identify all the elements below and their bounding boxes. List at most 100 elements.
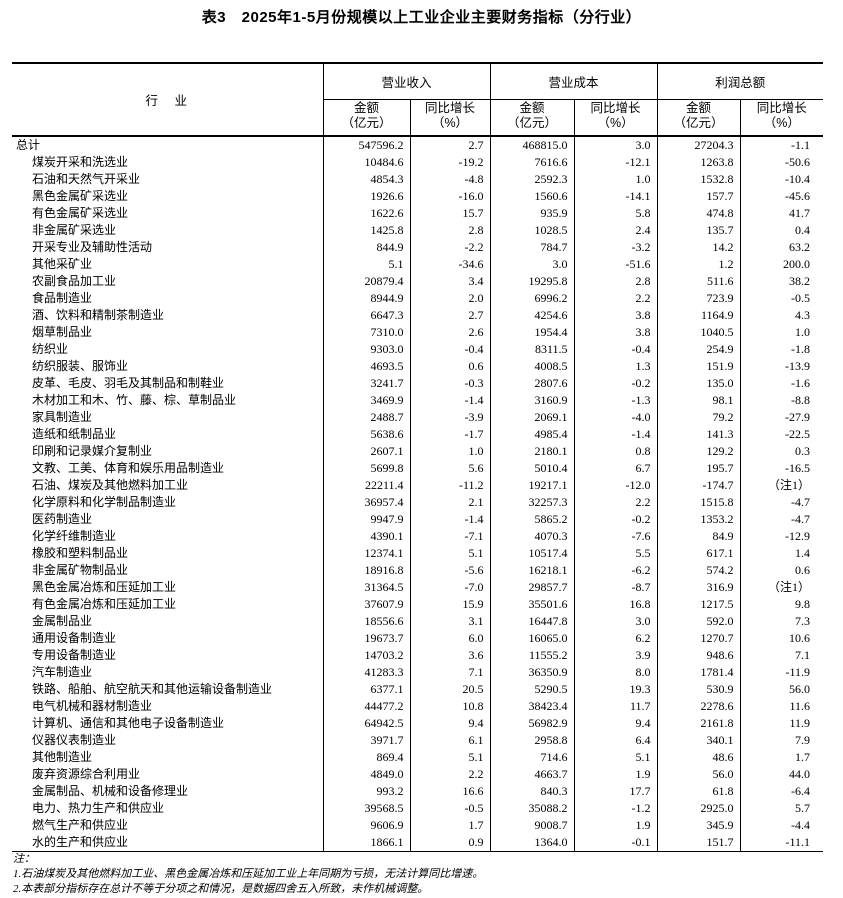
value-cell: 1217.5 [656,596,741,613]
value-cell: 44.0 [739,766,824,783]
value-cell: 530.9 [656,681,741,698]
industry-name: 废弃资源综合利用业 [32,767,141,781]
value-cell: -4.8 [409,171,491,188]
value-cell: 6647.3 [322,307,410,324]
group-header-revenue: 营业收入 [322,63,491,100]
value-cell: 11.7 [573,698,658,715]
table-row: 专用设备制造业 14703.2 3.6 11555.2 3.9 948.6 7.1 [12,647,824,664]
value-cell: 16218.1 [489,562,575,579]
value-cell: -1.2 [573,800,658,817]
table-row: 仪器仪表制造业 3971.7 6.1 2958.8 6.4 340.1 7.9 [12,732,824,749]
value-cell: 1028.5 [489,222,575,239]
value-cell: -11.2 [409,477,491,494]
value-cell: 0.6 [409,358,491,375]
sub-header-growth-unit: （%） [431,116,469,131]
value-cell: 2161.8 [656,715,741,732]
value-cell: 11555.2 [489,647,575,664]
table-row: 石油和天然气开采业 4854.3 -4.8 2592.3 1.0 1532.8 -10.4 [12,171,824,188]
value-cell: -1.1 [739,136,824,154]
value-cell: 2.7 [409,307,491,324]
value-cell: 714.6 [489,749,575,766]
table-row: 通用设备制造业 19673.7 6.0 16065.0 6.2 1270.7 10.6 [12,630,824,647]
value-cell: -4.7 [739,511,824,528]
value-cell: 141.3 [656,426,741,443]
value-cell: 19673.7 [322,630,410,647]
value-cell: 1.2 [656,256,741,273]
value-cell: -50.6 [739,154,824,171]
industry-name: 电力、热力生产和供应业 [32,801,165,815]
value-cell: 2.8 [409,222,491,239]
industry-name: 橡胶和塑料制品业 [32,546,129,560]
industry-name: 烟草制品业 [32,325,93,339]
value-cell: -4.0 [573,409,658,426]
value-cell: 784.7 [489,239,575,256]
sub-header-amount-unit: （亿元） [673,116,724,131]
industry-name: 化学原料和化学制品制造业 [32,495,177,509]
value-cell: 7.3 [739,613,824,630]
value-cell: 1954.4 [489,324,575,341]
value-cell: 41.7 [739,205,824,222]
value-cell: 16065.0 [489,630,575,647]
value-cell: 2.8 [573,273,658,290]
sub-header-growth: 同比增长 （%） [739,99,824,137]
value-cell: 4.3 [739,307,824,324]
value-cell: 6.1 [409,732,491,749]
table-row: 农副食品加工业 20879.4 3.4 19295.8 2.8 511.6 38.2 [12,273,824,290]
value-cell: 4008.5 [489,358,575,375]
table-row: 金属制品业 18556.6 3.1 16447.8 3.0 592.0 7.3 [12,613,824,630]
value-cell: 61.8 [656,783,741,800]
value-cell: -174.7 [656,477,741,494]
industry-name: 医药制造业 [32,512,93,526]
value-cell: 151.9 [656,358,741,375]
value-cell: 2488.7 [322,409,410,426]
value-cell: 2.0 [409,290,491,307]
value-cell: 1.0 [739,324,824,341]
value-cell: 7.1 [409,664,491,681]
value-cell: 35501.6 [489,596,575,613]
value-cell: 195.7 [656,460,741,477]
value-cell: 1.4 [739,545,824,562]
value-cell: 5.5 [573,545,658,562]
value-cell: 19217.1 [489,477,575,494]
value-cell: 11.6 [739,698,824,715]
value-cell: -0.1 [573,834,658,852]
industry-column-header: 行 业 [12,63,323,137]
table-row: 水的生产和供应业 1866.1 0.9 1364.0 -0.1 151.7 -11.1 [12,834,824,852]
value-cell: -0.3 [409,375,491,392]
industry-name: 非金属矿采选业 [32,223,117,237]
value-cell: 20.5 [409,681,491,698]
value-cell: -3.2 [573,239,658,256]
value-cell: -6.2 [573,562,658,579]
value-cell: -3.9 [409,409,491,426]
value-cell: -1.8 [739,341,824,358]
value-cell: 3469.9 [322,392,410,409]
value-cell: 63.2 [739,239,824,256]
value-cell: -7.1 [409,528,491,545]
value-cell: -45.6 [739,188,824,205]
table-row: 黑色金属冶炼和压延加工业 31364.5 -7.0 29857.7 -8.7 316.9 （… [12,579,824,596]
value-cell: 340.1 [656,732,741,749]
value-cell: 3971.7 [322,732,410,749]
value-cell: 5.8 [573,205,658,222]
value-cell: 4070.3 [489,528,575,545]
value-cell: -1.4 [409,392,491,409]
table-row: 化学原料和化学制品制造业 36957.4 2.1 32257.3 2.2 1515.8 -4… [12,494,824,511]
table-row: 造纸和纸制品业 5638.6 -1.7 4985.4 -1.4 141.3 -22.5 [12,426,824,443]
table-row: 电气机械和器材制造业 44477.2 10.8 38423.4 11.7 2278.6 11… [12,698,824,715]
table-row: 有色金属矿采选业 1622.6 15.7 935.9 5.8 474.8 41.7 [12,205,824,222]
table-row: 开采专业及辅助性活动 844.9 -2.2 784.7 -3.2 14.2 63.2 [12,239,824,256]
value-cell: -1.4 [573,426,658,443]
value-cell: 6.0 [409,630,491,647]
value-cell: 935.9 [489,205,575,222]
industry-name: 燃气生产和供应业 [32,818,129,832]
value-cell: 32257.3 [489,494,575,511]
value-cell: 723.9 [656,290,741,307]
value-cell: 9.4 [573,715,658,732]
table-body: 总计 547596.2 2.7 468815.0 3.0 27204.3 -1.1 煤炭开采和… [12,136,824,852]
value-cell: 5699.8 [322,460,410,477]
value-cell: 18916.8 [322,562,410,579]
sub-header-amount-label: 金额 [519,101,545,116]
value-cell: 37607.9 [322,596,410,613]
footnote-item: 2.本表部分指标存在总计不等于分项之和情况，是数据四舍五入所致，未作机械调整。 [13,883,429,895]
industry-name: 仪器仪表制造业 [32,733,117,747]
